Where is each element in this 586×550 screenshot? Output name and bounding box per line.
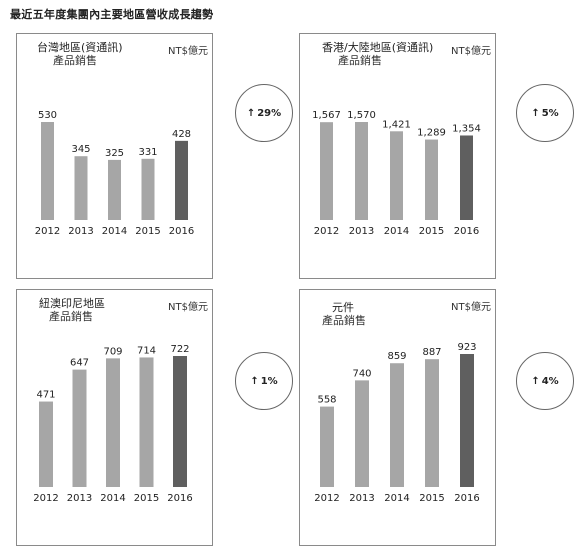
chart-subtitle: 產品銷售	[53, 54, 97, 67]
bar-chart: 530 2012 345 2013 325 2014 331 2015 428 2016	[35, 110, 194, 237]
up-arrow-icon: ↑	[246, 107, 256, 119]
chart-title: 元件	[332, 301, 354, 314]
bar-2015	[139, 357, 154, 487]
value-label: 428	[172, 129, 191, 140]
bar-2016	[173, 356, 187, 487]
bar-2014	[390, 363, 404, 487]
growth-badge: ↑ 29%	[235, 84, 293, 142]
value-label: 709	[103, 346, 122, 357]
chart-subtitle: 產品銷售	[338, 54, 382, 67]
bar-2016	[175, 140, 188, 220]
category-label: 2013	[349, 493, 374, 504]
value-label: 1,570	[347, 110, 376, 121]
category-label: 2012	[35, 226, 60, 237]
category-label: 2012	[314, 226, 339, 237]
up-arrow-icon: ↑	[531, 375, 540, 387]
value-label: 714	[137, 345, 156, 356]
bar-chart: 558 2012 740 2013 859 2014 887 2015 923 2016	[314, 342, 479, 504]
bar-2012	[39, 401, 53, 487]
category-label: 2014	[384, 226, 409, 237]
category-label: 2014	[384, 493, 409, 504]
value-label: 887	[422, 347, 441, 358]
chart-unit: NT$億元	[451, 302, 491, 313]
bar-2014	[108, 159, 121, 220]
chart-panel-taiwan: 台灣地區(資通訊) 產品銷售 NT$億元 530 2012 345 2013 325 20…	[16, 33, 213, 279]
chart-unit: NT$億元	[451, 46, 491, 57]
value-label: 530	[38, 110, 57, 121]
chart-unit: NT$億元	[168, 302, 208, 313]
page-title: 最近五年度集團內主要地區營收成長趨勢	[10, 8, 214, 21]
chart-title: 紐澳印尼地區	[39, 297, 105, 310]
bar-2013	[355, 122, 368, 220]
growth-badge: ↑ 5%	[516, 84, 574, 142]
growth-value: 4%	[541, 375, 559, 387]
category-label: 2016	[454, 493, 479, 504]
chart-panel-anz-indonesia: 紐澳印尼地區 產品銷售 NT$億元 471 2012 647 2013 709 2014 7…	[16, 289, 213, 546]
value-label: 647	[70, 358, 89, 369]
value-label: 1,567	[312, 110, 341, 121]
chart-title: 台灣地區(資通訊)	[37, 41, 123, 54]
value-label: 1,289	[417, 128, 446, 139]
category-label: 2015	[419, 493, 444, 504]
bar-2013	[72, 369, 87, 487]
value-label: 1,354	[452, 123, 481, 134]
growth-value: 29%	[257, 107, 282, 119]
value-label: 558	[317, 395, 336, 406]
value-label: 722	[170, 344, 189, 355]
up-arrow-icon: ↑	[531, 107, 540, 119]
category-label: 2015	[134, 493, 159, 504]
bar-2012	[320, 406, 334, 487]
bar-2012	[41, 122, 54, 220]
category-label: 2016	[454, 226, 479, 237]
bar-2015	[425, 359, 439, 487]
category-label: 2013	[68, 226, 93, 237]
value-label: 471	[36, 390, 55, 401]
up-arrow-icon: ↑	[250, 375, 259, 387]
value-label: 740	[352, 368, 371, 379]
chart-subtitle: 產品銷售	[49, 310, 93, 323]
chart-subtitle: 產品銷售	[322, 314, 366, 327]
bar-2012	[320, 122, 333, 220]
bar-2015	[141, 158, 155, 220]
chart-panel-hongkong-china: 香港/大陸地區(資通訊) 產品銷售 NT$億元 1,567 2012 1,570 20…	[299, 33, 496, 279]
bar-chart: 1,567 2012 1,570 2013 1,421 2014 1,289 2015 1,35…	[312, 110, 481, 237]
chart-unit: NT$億元	[168, 46, 208, 57]
category-label: 2015	[419, 226, 444, 237]
growth-badge: ↑ 1%	[235, 352, 293, 410]
category-label: 2014	[100, 493, 125, 504]
category-label: 2013	[349, 226, 374, 237]
growth-value: 1%	[260, 375, 278, 387]
category-label: 2016	[167, 493, 192, 504]
growth-value: 5%	[541, 107, 559, 119]
category-label: 2012	[33, 493, 58, 504]
bar-2014	[390, 131, 403, 220]
value-label: 325	[105, 148, 124, 159]
value-label: 1,421	[382, 119, 411, 130]
bar-2013	[355, 380, 369, 487]
category-label: 2016	[169, 226, 194, 237]
bar-chart: 471 2012 647 2013 709 2014 714 2015 722 2016	[33, 344, 192, 504]
bar-2015	[425, 139, 438, 220]
category-label: 2012	[314, 493, 339, 504]
value-label: 345	[71, 144, 90, 155]
value-label: 331	[138, 147, 157, 158]
bar-2016	[460, 354, 474, 487]
bar-2014	[106, 358, 120, 487]
category-label: 2015	[135, 226, 160, 237]
category-label: 2014	[102, 226, 127, 237]
bar-2013	[74, 156, 88, 220]
category-label: 2013	[67, 493, 92, 504]
value-label: 859	[387, 351, 406, 362]
growth-badge: ↑ 4%	[516, 352, 574, 410]
chart-title: 香港/大陸地區(資通訊)	[322, 41, 434, 54]
chart-panel-components: 元件 產品銷售 NT$億元 558 2012 740 2013 859 2014 887 20…	[299, 289, 496, 546]
value-label: 923	[457, 342, 476, 353]
bar-2016	[460, 135, 473, 220]
